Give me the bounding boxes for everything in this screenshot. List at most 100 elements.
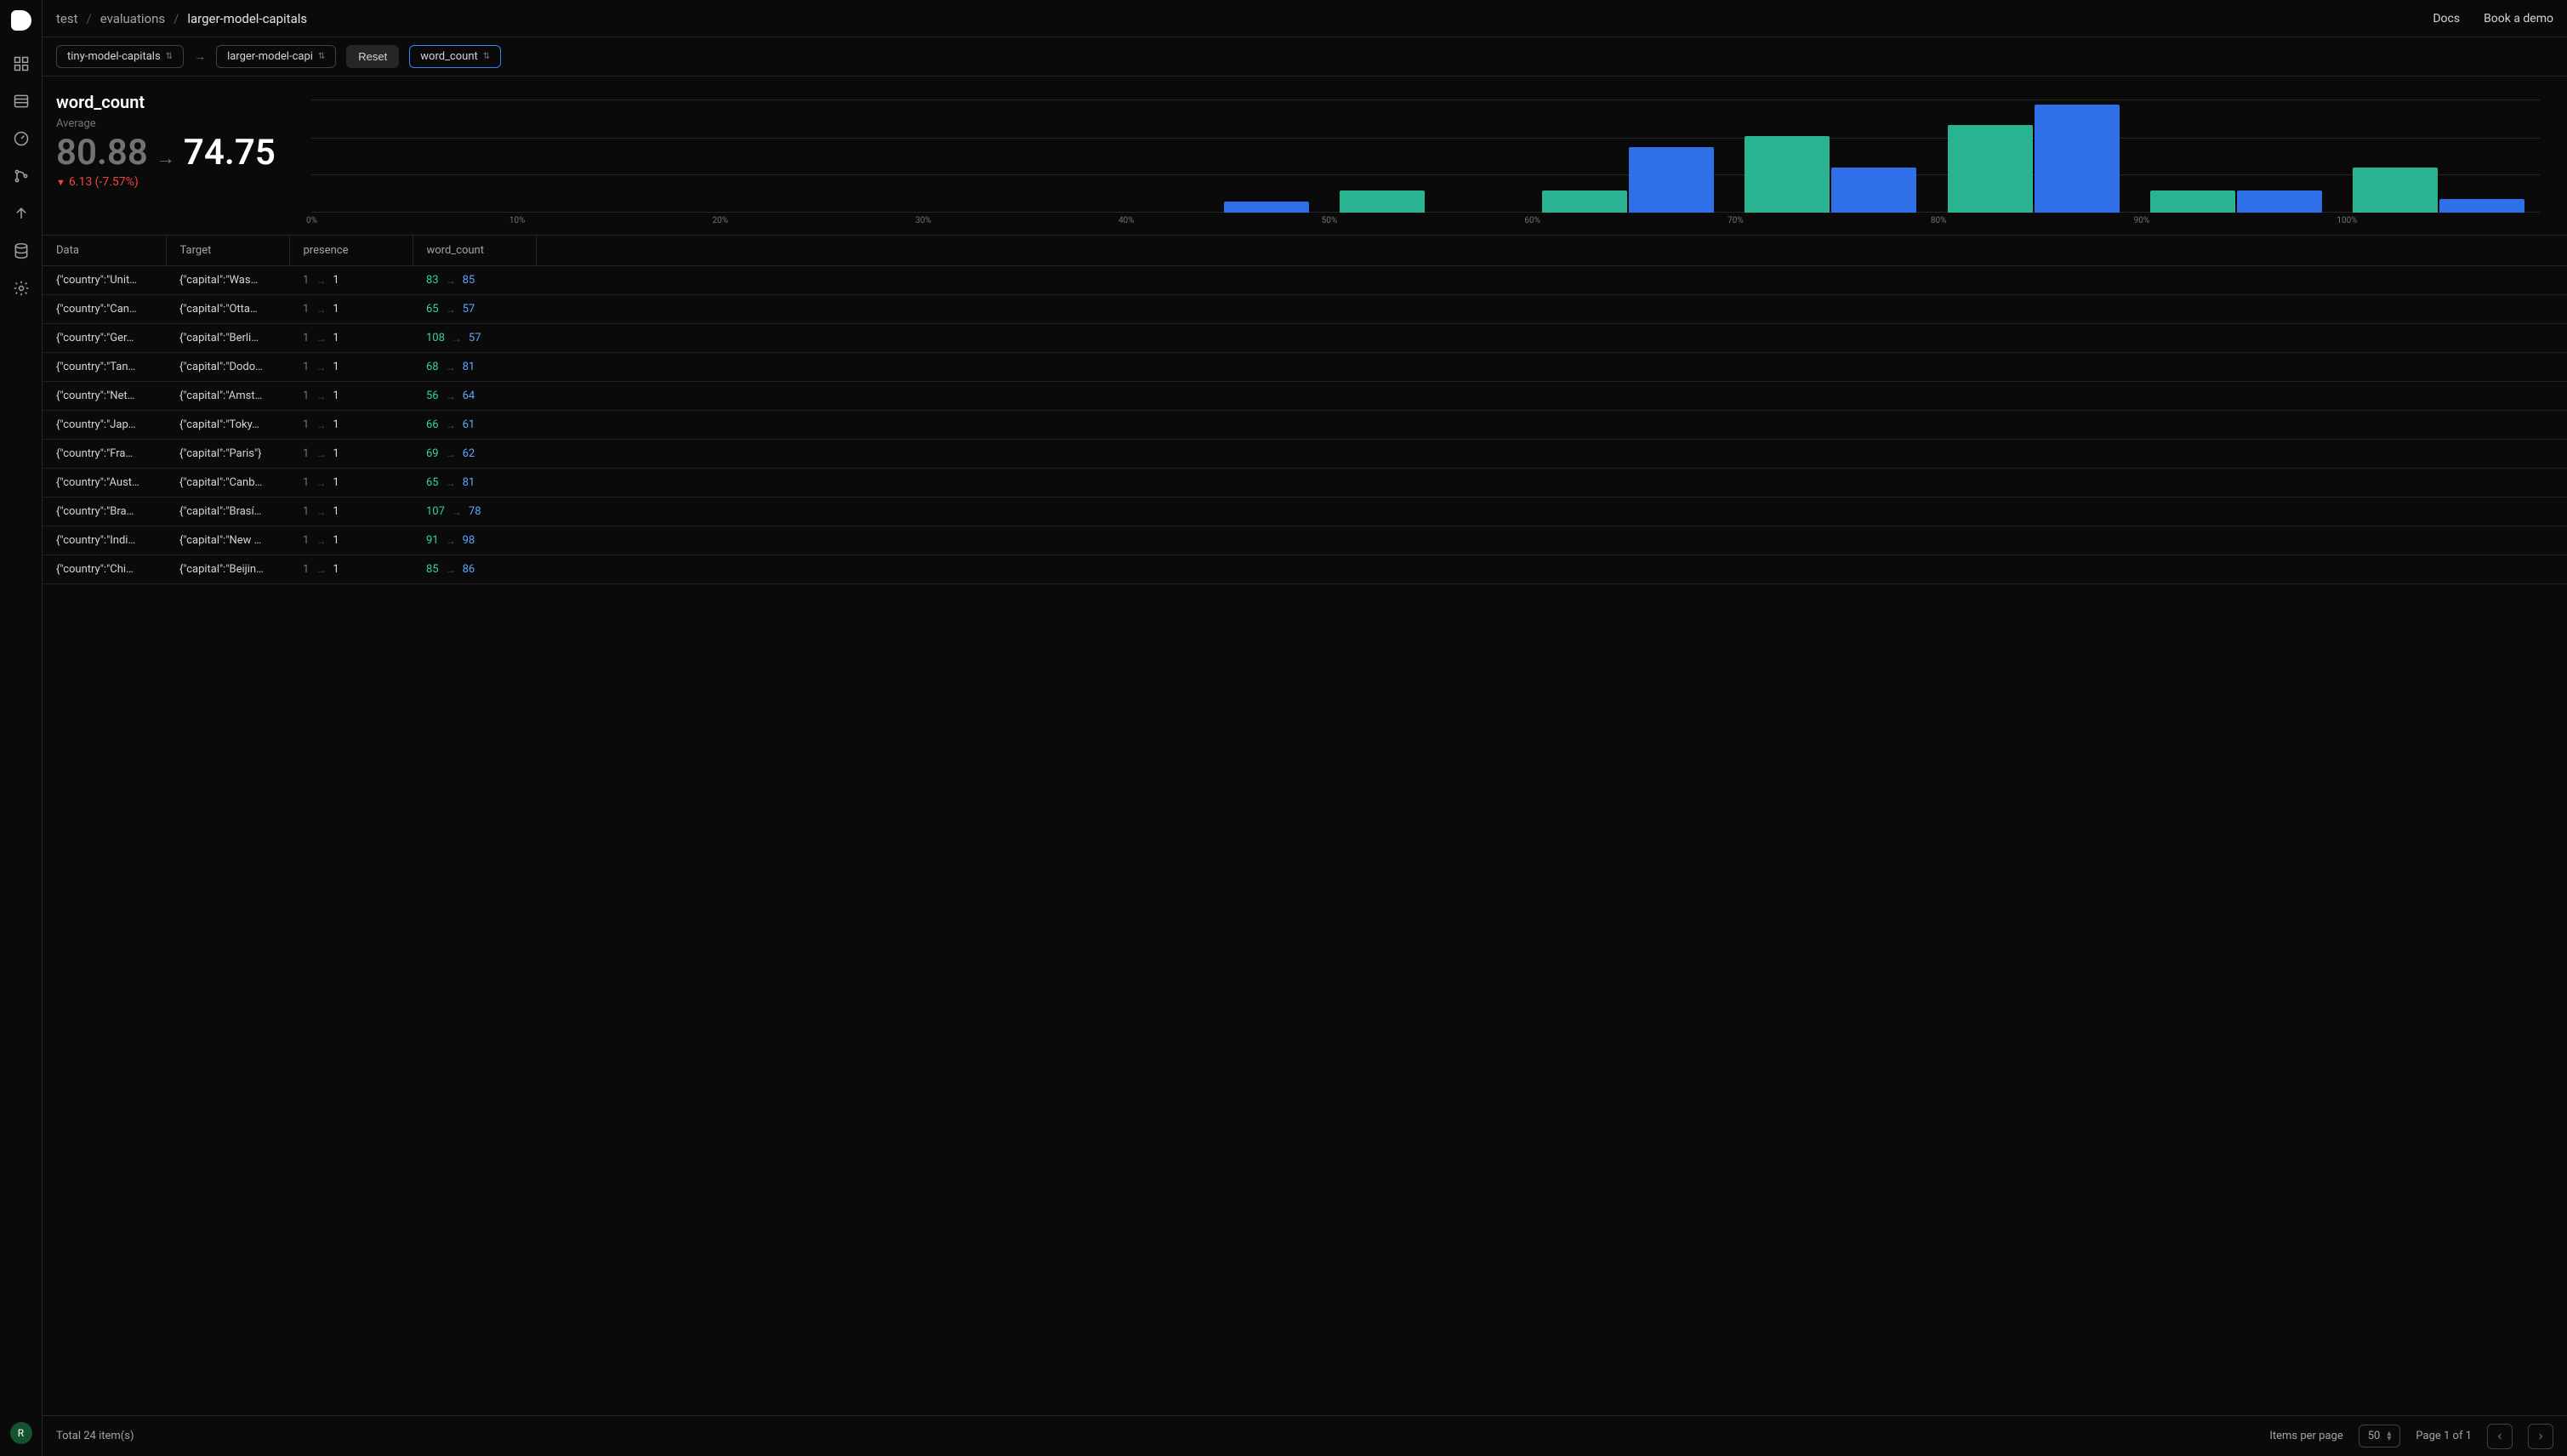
page-size-select[interactable]: 50 ▴▾ <box>2359 1425 2401 1447</box>
cell-wordcount: 65→57 <box>413 295 536 324</box>
cell-wordcount: 68→81 <box>413 353 536 382</box>
page-size-value: 50 <box>2368 1430 2381 1442</box>
axis-tick: 80% <box>1931 216 2134 228</box>
bar-series-b <box>1831 168 1916 213</box>
cell-presence: 1→1 <box>289 440 413 469</box>
avatar[interactable]: R <box>10 1422 32 1444</box>
model-a-pill[interactable]: tiny-model-capitals ⇅ <box>56 45 184 68</box>
prev-page-button[interactable] <box>2487 1424 2513 1449</box>
filter-bar: tiny-model-capitals ⇅ → larger-model-cap… <box>43 37 2567 77</box>
cell-empty <box>536 295 2567 324</box>
reset-button[interactable]: Reset <box>346 45 399 68</box>
axis-tick: 0% <box>306 216 509 228</box>
table-row[interactable]: {"country":"Aust…{"capital":"Canb…1→165→… <box>43 469 2567 498</box>
chart-container: 0%10%20%30%40%50%60%70%80%90%100% <box>311 92 2553 228</box>
cell-data: {"country":"Fra… <box>43 440 166 469</box>
gear-icon[interactable] <box>12 279 31 298</box>
breadcrumb-sep: / <box>174 11 179 26</box>
breadcrumb-current[interactable]: larger-model-capitals <box>187 11 307 26</box>
axis-tick: 10% <box>509 216 713 228</box>
next-page-button[interactable] <box>2528 1424 2553 1449</box>
metric-pill[interactable]: word_count ⇅ <box>409 45 501 68</box>
table-row[interactable]: {"country":"Indi…{"capital":"New …1→191→… <box>43 526 2567 555</box>
cell-data: {"country":"Bra… <box>43 498 166 526</box>
upload-icon[interactable] <box>12 204 31 223</box>
cell-data: {"country":"Chi… <box>43 555 166 584</box>
metric-values: 80.88 → 74.75 <box>56 132 311 173</box>
demo-link[interactable]: Book a demo <box>2484 12 2553 26</box>
cell-data: {"country":"Net… <box>43 382 166 411</box>
items-per-page-label: Items per page <box>2269 1430 2342 1442</box>
axis-tick: 50% <box>1322 216 1525 228</box>
cell-target: {"capital":"Dodo… <box>166 353 289 382</box>
cell-target: {"capital":"New … <box>166 526 289 555</box>
table-row[interactable]: {"country":"Ger…{"capital":"Berli…1→1108… <box>43 324 2567 353</box>
cell-wordcount: 65→81 <box>413 469 536 498</box>
cell-empty <box>536 382 2567 411</box>
bar-group <box>919 100 1122 213</box>
caret-icon: ⇅ <box>483 52 490 61</box>
table-row[interactable]: {"country":"Can…{"capital":"Otta…1→165→5… <box>43 295 2567 324</box>
cell-target: {"capital":"Beijin… <box>166 555 289 584</box>
bar-series-a <box>2353 168 2438 213</box>
table-header-row: Data Target presence word_count <box>43 236 2567 266</box>
bar-group <box>1527 100 1729 213</box>
breadcrumb-item[interactable]: evaluations <box>100 11 165 26</box>
column-header-wordcount[interactable]: word_count <box>413 236 536 266</box>
column-header-data[interactable]: Data <box>43 236 166 266</box>
bar-group <box>2135 100 2337 213</box>
table-row[interactable]: {"country":"Jap…{"capital":"Toky…1→166→6… <box>43 411 2567 440</box>
arrow-icon: → <box>157 147 175 169</box>
bar-series-b <box>2035 105 2120 213</box>
table-row[interactable]: {"country":"Unit…{"capital":"Was…1→183→8… <box>43 266 2567 295</box>
axis-tick: 70% <box>1727 216 1931 228</box>
metric-delta: ▼6.13 (-7.57%) <box>56 175 311 189</box>
axis-tick: 100% <box>2336 216 2540 228</box>
bar-series-a <box>1745 136 1830 213</box>
cell-target: {"capital":"Was… <box>166 266 289 295</box>
metric-from: 80.88 <box>56 132 148 173</box>
table-row[interactable]: {"country":"Chi…{"capital":"Beijin…1→185… <box>43 555 2567 584</box>
cell-empty <box>536 266 2567 295</box>
cell-data: {"country":"Tan… <box>43 353 166 382</box>
column-header-presence[interactable]: presence <box>289 236 413 266</box>
sidebar: R <box>0 0 43 1456</box>
cell-wordcount: 83→85 <box>413 266 536 295</box>
bar-series-b <box>2237 191 2322 213</box>
logo[interactable] <box>11 10 31 31</box>
chart-bars <box>311 100 2540 213</box>
gauge-icon[interactable] <box>12 129 31 148</box>
cell-empty <box>536 440 2567 469</box>
footer-right: Items per page 50 ▴▾ Page 1 of 1 <box>2269 1424 2553 1449</box>
cell-wordcount: 108→57 <box>413 324 536 353</box>
cell-wordcount: 66→61 <box>413 411 536 440</box>
axis-tick: 30% <box>915 216 1118 228</box>
docs-link[interactable]: Docs <box>2433 12 2460 26</box>
column-header-target[interactable]: Target <box>166 236 289 266</box>
table-row[interactable]: {"country":"Bra…{"capital":"Brasí…1→1107… <box>43 498 2567 526</box>
cell-data: {"country":"Jap… <box>43 411 166 440</box>
main: test / evaluations / larger-model-capita… <box>43 0 2567 1456</box>
axis-tick: 90% <box>2134 216 2337 228</box>
bar-group <box>1324 100 1527 213</box>
table-row[interactable]: {"country":"Fra…{"capital":"Paris"}1→169… <box>43 440 2567 469</box>
column-header-empty <box>536 236 2567 266</box>
branch-icon[interactable] <box>12 167 31 185</box>
cell-target: {"capital":"Amst… <box>166 382 289 411</box>
dashboard-icon[interactable] <box>12 54 31 73</box>
bar-series-a <box>1340 191 1425 213</box>
bar-group <box>1729 100 1932 213</box>
cell-data: {"country":"Indi… <box>43 526 166 555</box>
bar-series-b <box>1629 147 1714 213</box>
table-row[interactable]: {"country":"Tan…{"capital":"Dodo…1→168→8… <box>43 353 2567 382</box>
breadcrumb-item[interactable]: test <box>56 11 78 26</box>
table-row[interactable]: {"country":"Net…{"capital":"Amst…1→156→6… <box>43 382 2567 411</box>
database-icon[interactable] <box>12 242 31 260</box>
cell-presence: 1→1 <box>289 526 413 555</box>
caret-icon: ⇅ <box>166 52 173 61</box>
list-icon[interactable] <box>12 92 31 111</box>
model-b-pill[interactable]: larger-model-capi ⇅ <box>216 45 336 68</box>
cell-presence: 1→1 <box>289 295 413 324</box>
cell-wordcount: 69→62 <box>413 440 536 469</box>
cell-presence: 1→1 <box>289 266 413 295</box>
